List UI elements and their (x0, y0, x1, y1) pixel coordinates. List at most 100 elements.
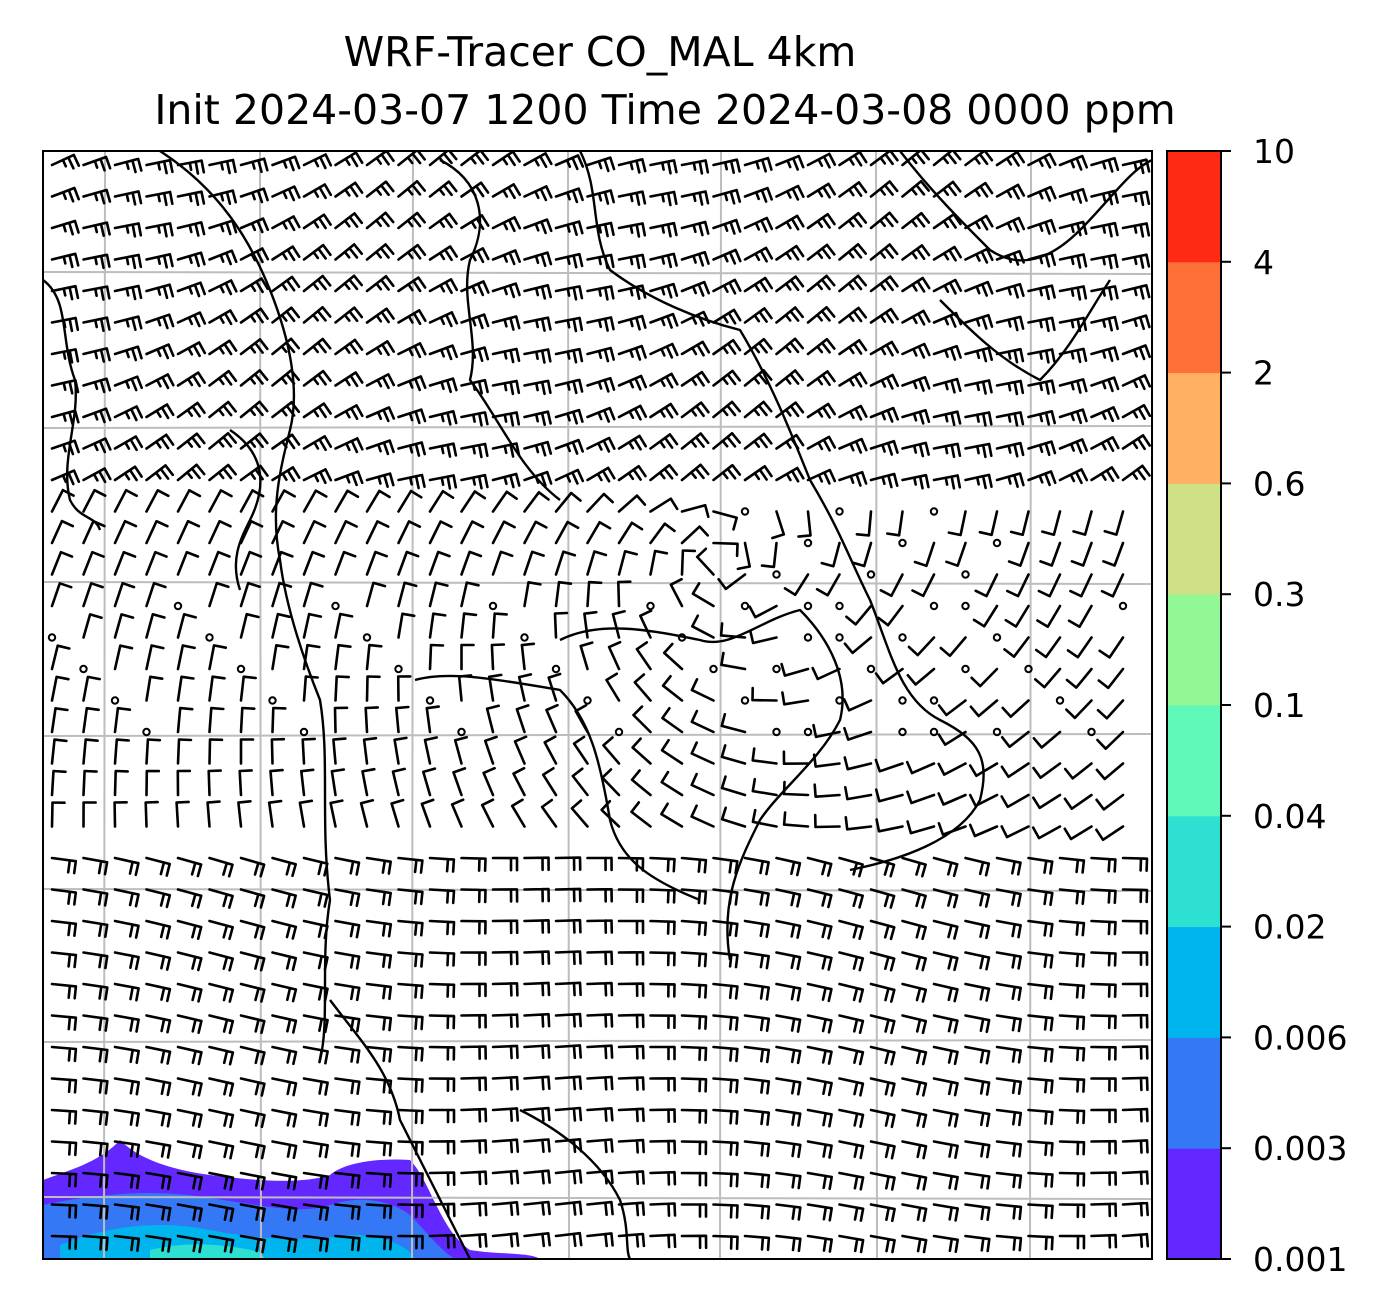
wind-barb (239, 919, 266, 941)
wind-barb (1090, 856, 1117, 873)
wind-barb (586, 156, 616, 173)
wind-barb (82, 1077, 109, 1095)
wind-barb (617, 1044, 645, 1060)
calm-wind-marker (898, 538, 907, 548)
wind-barb (554, 1012, 582, 1028)
wind-barb (1027, 379, 1056, 395)
wind-barb (806, 402, 836, 419)
wind-barb (1090, 951, 1117, 967)
colorbar: 0.001 0.003 0.006 0.02 0.04 0.1 0.3 0.6 2 4 10 (1166, 132, 1347, 1279)
wind-barb (397, 441, 426, 457)
wind-barb (302, 1045, 329, 1065)
wind-barb (302, 1171, 329, 1190)
wind-barb (554, 950, 582, 966)
wind-barb (806, 982, 833, 1003)
wind-barb (1058, 347, 1088, 364)
calm-wind-marker (1024, 664, 1033, 674)
wind-barb (113, 1203, 141, 1221)
wind-barb (1058, 1203, 1086, 1219)
wind-barb (237, 800, 252, 828)
wind-barb (365, 1171, 393, 1188)
wind-barb (617, 856, 645, 872)
calm-wind-marker (929, 727, 939, 737)
wind-barb (82, 982, 109, 1001)
wind-barb (491, 1138, 520, 1154)
wind-barb (1090, 156, 1120, 173)
wind-barb (964, 1171, 991, 1190)
wind-barb (334, 550, 357, 576)
colorbar-tick-label: 0.001 (1253, 1240, 1347, 1279)
wind-barb (513, 735, 528, 765)
wind-barb (775, 919, 802, 939)
wind-barb (932, 1203, 959, 1222)
wind-barb (334, 181, 364, 198)
wind-barb (964, 442, 993, 459)
wind-barb (523, 491, 550, 513)
wind-barb (239, 706, 256, 734)
colorbar-segment-8 (1167, 261, 1221, 374)
calm-wind-marker (236, 664, 246, 674)
wind-barb (1027, 218, 1057, 235)
wind-barb (586, 189, 615, 205)
wind-barb (649, 982, 676, 998)
wind-barb (743, 982, 770, 1001)
wind-barb (428, 951, 456, 967)
wind-barb (901, 1108, 928, 1129)
wind-barb (422, 767, 437, 797)
wind-barb (145, 403, 175, 420)
wind-barb (365, 1077, 393, 1094)
wind-barb (964, 1234, 991, 1253)
wind-barb (333, 706, 349, 734)
wind-barb (1058, 1014, 1086, 1031)
wind-barb (302, 402, 332, 419)
wind-barb (145, 313, 175, 330)
coastline-segment (559, 608, 844, 961)
wind-barb (491, 216, 522, 233)
wind-barb (617, 374, 648, 391)
wind-barb (523, 152, 553, 169)
wind-barb (586, 887, 613, 903)
wind-barb (365, 919, 393, 938)
wind-barb (482, 766, 496, 797)
wind-barb (838, 1108, 865, 1128)
wind-barb (712, 919, 739, 938)
wind-barb (995, 1171, 1023, 1189)
wind-barb (208, 219, 238, 236)
wind-barb (932, 982, 959, 1003)
wind-barb (1090, 376, 1120, 393)
calm-wind-marker (551, 664, 561, 674)
wind-barb (972, 604, 999, 628)
wind-barb (239, 489, 265, 513)
wind-barb (649, 549, 669, 576)
wind-barb (932, 1171, 959, 1191)
wind-barb (113, 581, 136, 608)
wind-barb (391, 767, 406, 797)
wind-barb (838, 919, 864, 940)
wind-barb (554, 1044, 582, 1060)
wind-barb (1041, 510, 1062, 536)
wind-barb (712, 463, 742, 482)
calm-wind-marker (866, 664, 876, 674)
wind-barb (901, 1203, 928, 1222)
wind-barb (145, 519, 169, 545)
wind-barb (554, 285, 584, 301)
wind-barb (995, 982, 1022, 1001)
wind-barb (428, 581, 449, 608)
wind-barb (428, 1077, 456, 1092)
wind-barb (397, 982, 424, 1000)
calm-wind-marker (803, 727, 813, 737)
wind-barb (838, 339, 868, 356)
wind-barb (145, 343, 175, 360)
wind-barb (113, 801, 128, 828)
wind-barb (145, 738, 162, 765)
wind-barb (145, 919, 172, 940)
wind-barb (806, 152, 837, 169)
wind-barb (239, 982, 266, 1003)
wind-barb (932, 1140, 959, 1159)
wind-barb (302, 243, 332, 261)
wind-barb (208, 1108, 235, 1129)
wind-barb (82, 1140, 109, 1158)
wind-barb (806, 182, 836, 199)
wind-barb (712, 1171, 739, 1188)
wind-barb (617, 494, 647, 513)
